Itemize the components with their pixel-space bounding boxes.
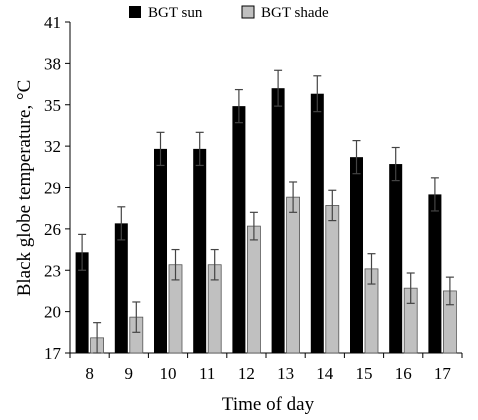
legend-swatch-sun xyxy=(129,6,141,18)
bar-bgt-shade xyxy=(286,196,301,354)
legend-label-shade: BGT shade xyxy=(261,5,329,21)
bar-bgt-sun xyxy=(75,252,89,353)
y-tick-label: 20 xyxy=(44,303,61,322)
y-axis-title: Black globe temperature, °C xyxy=(14,80,35,297)
x-tick-label: 11 xyxy=(199,364,215,383)
y-tick-label: 29 xyxy=(44,179,61,198)
x-tick-label: 12 xyxy=(238,364,255,383)
x-tick-label: 13 xyxy=(277,364,294,383)
bar-bgt-sun xyxy=(232,106,246,353)
bar-bgt-sun xyxy=(271,88,285,353)
x-tick-label: 15 xyxy=(356,364,373,383)
bar-bgt-sun xyxy=(310,93,324,353)
y-tick-label: 23 xyxy=(44,261,61,280)
bar-bgt-shade xyxy=(325,205,340,354)
bar-bgt-sun xyxy=(114,223,128,353)
y-tick-label: 32 xyxy=(44,137,61,156)
bar-bgt-sun xyxy=(350,157,363,353)
x-axis-title: Time of day xyxy=(222,394,315,415)
x-tick-label: 10 xyxy=(160,364,177,383)
y-tick-label: 35 xyxy=(44,96,61,115)
x-tick-label: 16 xyxy=(395,364,412,383)
bar-bgt-sun xyxy=(154,148,167,353)
bar-bgt-sun xyxy=(389,164,403,353)
y-tick-label: 38 xyxy=(44,54,61,73)
x-tick-label: 14 xyxy=(316,364,334,383)
plot-area: 17 20 23 26 29 32 35 38 41 8 9 10 11 12 13 14 15 16 17 xyxy=(44,13,463,383)
bar-bgt-sun xyxy=(193,148,207,353)
legend-swatch-shade xyxy=(241,5,255,19)
x-tick-label: 8 xyxy=(85,364,94,383)
y-tick-label: 41 xyxy=(44,13,61,32)
y-tick-label: 17 xyxy=(44,344,62,363)
bar-bgt-shade xyxy=(246,225,261,354)
bar-bgt-sun xyxy=(428,194,442,353)
y-tick-label: 26 xyxy=(44,220,61,239)
x-tick-label: 9 xyxy=(125,364,134,383)
x-tick-label: 17 xyxy=(434,364,452,383)
legend: BGT sun BGT shade xyxy=(129,5,329,21)
legend-label-sun: BGT sun xyxy=(148,5,203,21)
